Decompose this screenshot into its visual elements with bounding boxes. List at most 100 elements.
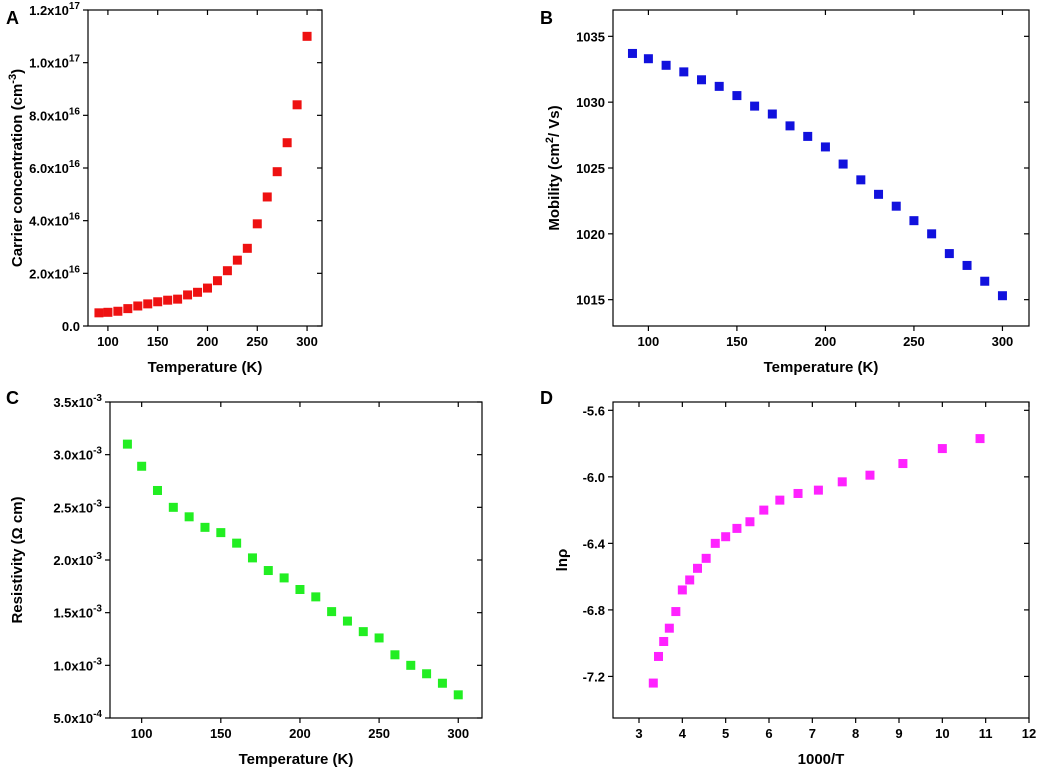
data-point-d xyxy=(732,523,742,533)
y-tick-label: -6.4 xyxy=(583,536,606,551)
plot-frame xyxy=(612,401,1030,719)
data-point-c xyxy=(295,584,305,594)
data-point-d xyxy=(745,517,755,527)
data-point-a xyxy=(133,301,143,311)
x-tick-label: 200 xyxy=(289,726,311,741)
y-tick-label-base: 1030 xyxy=(576,95,605,110)
y-axis-title-text: Resistivity (Ω cm) xyxy=(9,496,26,623)
data-point-d xyxy=(664,623,674,633)
data-point-a xyxy=(282,138,292,148)
data-point-d xyxy=(775,495,785,505)
data-point-c xyxy=(216,528,226,538)
data-point-d xyxy=(865,470,875,480)
y-tick-label: 1020 xyxy=(576,227,605,242)
x-tick-label: 100 xyxy=(97,334,119,349)
data-point-d xyxy=(937,444,947,454)
data-point-c xyxy=(263,566,273,576)
y-tick-label-exponent: -3 xyxy=(93,498,102,509)
x-tick-label: 300 xyxy=(992,334,1014,349)
plot-frame xyxy=(612,9,1030,327)
y-tick-label: 1.2x1017 xyxy=(29,1,80,18)
data-point-c xyxy=(122,439,132,449)
y-tick-label: 2.0x1016 xyxy=(29,264,80,281)
data-point-a xyxy=(193,287,203,297)
y-tick-label: 1.0x1017 xyxy=(29,54,80,71)
data-point-c xyxy=(247,553,257,563)
data-point-b xyxy=(643,54,653,64)
y-tick-label-base: 3.0x10 xyxy=(53,448,93,463)
y-tick-label-base: 0.0 xyxy=(62,319,80,334)
x-tick-label: 9 xyxy=(895,726,902,741)
data-point-a xyxy=(222,266,232,276)
data-point-d xyxy=(659,636,669,646)
data-point-b xyxy=(697,75,707,85)
y-axis-title-text: Carrier concentration (cm xyxy=(9,84,26,267)
y-axis-title-tail: / Vs) xyxy=(546,105,563,137)
data-point-b xyxy=(750,101,760,111)
data-point-b xyxy=(944,249,954,259)
x-tick-label: 250 xyxy=(246,334,268,349)
x-axis-title: Temperature (K) xyxy=(764,359,879,376)
y-tick-label-base: 1025 xyxy=(576,161,605,176)
data-point-c xyxy=(152,485,162,495)
data-point-a xyxy=(232,255,242,265)
y-tick-label-base: 2.5x10 xyxy=(53,500,93,515)
y-tick-label: 3.0x10-3 xyxy=(53,446,102,463)
data-point-b xyxy=(820,142,830,152)
y-tick-label-exponent: 17 xyxy=(69,54,81,65)
y-tick-label-exponent: -3 xyxy=(93,393,102,404)
data-point-d xyxy=(975,434,985,444)
y-tick-label-exponent: -3 xyxy=(93,551,102,562)
data-point-a xyxy=(252,219,262,229)
x-tick-label: 10 xyxy=(935,726,949,741)
data-point-a xyxy=(103,307,113,317)
data-point-a xyxy=(212,276,222,286)
y-tick-label-base: 8.0x10 xyxy=(29,108,69,123)
data-point-b xyxy=(732,91,742,101)
data-point-c xyxy=(232,538,242,548)
data-point-a xyxy=(173,294,183,304)
data-point-b xyxy=(714,81,724,91)
y-tick-label-base: 5.0x10 xyxy=(53,711,93,726)
x-tick-label: 100 xyxy=(638,334,660,349)
y-axis-title: lnρ xyxy=(554,549,571,572)
data-point-b xyxy=(980,276,990,286)
panel-letter-c: C xyxy=(6,388,19,408)
data-point-c xyxy=(184,512,194,522)
x-tick-label: 4 xyxy=(679,726,687,741)
y-tick-label-base: 1035 xyxy=(576,29,605,44)
plot-frame xyxy=(87,9,323,327)
y-tick-label: 6.0x1016 xyxy=(29,159,80,176)
x-tick-label: 5 xyxy=(722,726,729,741)
y-tick-label: 1.0x10-3 xyxy=(53,656,102,673)
data-point-a xyxy=(143,299,153,309)
data-point-d xyxy=(654,651,663,661)
data-point-a xyxy=(302,31,312,41)
y-tick-label-exponent: 16 xyxy=(69,264,81,275)
x-tick-label: 100 xyxy=(131,726,153,741)
y-tick-label-base: 1015 xyxy=(576,293,605,308)
panel-letter-a: A xyxy=(6,8,19,28)
y-tick-label-base: -6.0 xyxy=(583,470,605,485)
y-tick-label-base: 3.5x10 xyxy=(53,395,93,410)
data-point-d xyxy=(648,678,658,688)
y-tick-label-exponent: -4 xyxy=(93,709,102,720)
data-point-a xyxy=(292,100,302,110)
data-point-d xyxy=(671,607,681,617)
y-tick-label-exponent: 17 xyxy=(69,1,81,12)
y-tick-label: 4.0x1016 xyxy=(29,212,80,229)
y-tick-label: 1030 xyxy=(576,95,605,110)
y-tick-label-exponent: 16 xyxy=(69,106,81,117)
x-tick-label: 3 xyxy=(635,726,642,741)
y-axis-title-text: Mobility (cm xyxy=(546,143,563,231)
y-tick-label-base: 1.2x10 xyxy=(29,3,69,18)
x-axis-title: 1000/T xyxy=(798,751,845,768)
data-point-d xyxy=(677,585,687,595)
data-point-d xyxy=(710,538,720,548)
y-tick-label-exponent: -3 xyxy=(93,604,102,615)
chart-panel-d: D 3 4 5 6 7 8 9 10 11 12 -7.2 -6.8 -6.4 -6.0 -5.6 1000/T… xyxy=(540,388,1036,768)
y-tick-label: 3.5x10-3 xyxy=(53,393,102,410)
data-point-a xyxy=(153,297,163,307)
data-point-c xyxy=(137,461,147,471)
